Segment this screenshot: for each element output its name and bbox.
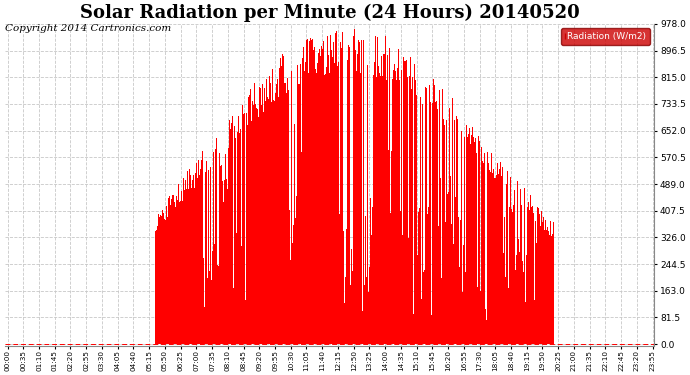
Title: Solar Radiation per Minute (24 Hours) 20140520: Solar Radiation per Minute (24 Hours) 20… <box>80 4 580 22</box>
Legend: Radiation (W/m2): Radiation (W/m2) <box>561 28 650 45</box>
Text: Copyright 2014 Cartronics.com: Copyright 2014 Cartronics.com <box>6 24 172 33</box>
